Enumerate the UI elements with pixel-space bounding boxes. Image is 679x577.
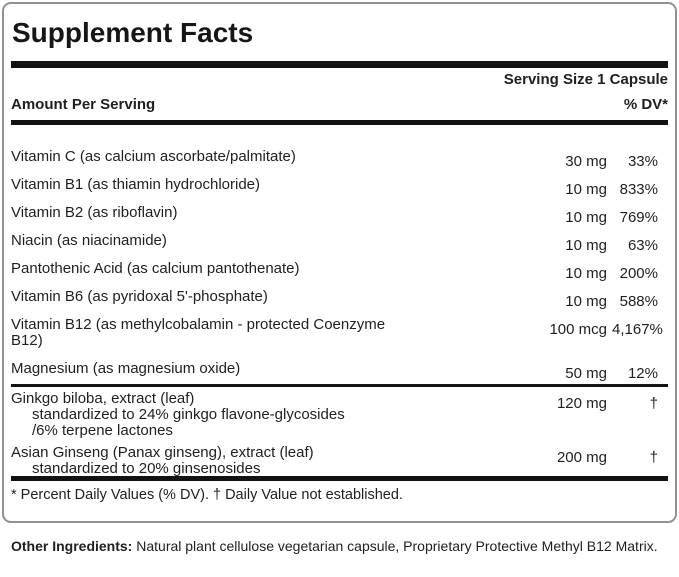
panel-title: Supplement Facts (12, 17, 254, 48)
ingredient-amount: 50 mg (565, 365, 607, 382)
standardization-note: standardized to 24% ginkgo flavone-glyco… (32, 406, 345, 423)
table-row: Vitamin B1 (as thiamin hydrochloride) 10 … (11, 176, 668, 198)
other-ingredients: Other Ingredients: Natural plant cellulo… (11, 534, 669, 558)
other-ingredients-label: Other Ingredients: (11, 538, 133, 554)
ingredient-name: Ginkgo biloba, extract (leaf) (11, 390, 195, 407)
ingredient-amount: 200 mg (556, 449, 607, 466)
percent-dv-header: % DV* (623, 96, 668, 113)
table-row: Vitamin B6 (as pyridoxal 5'-phosphate) 10… (11, 288, 668, 310)
ingredient-amount: 10 mg (565, 237, 607, 254)
ingredient-dv: 63% (627, 237, 658, 254)
ingredient-name: Asian Ginseng (Panax ginseng), extract (… (11, 444, 314, 461)
serving-size: Serving Size 1 Capsule (503, 71, 668, 88)
table-row: Magnesium (as magnesium oxide) 50 mg 12% (11, 360, 668, 382)
ingredient-amount: 10 mg (565, 265, 607, 282)
ingredient-dv: 588% (619, 293, 658, 310)
botanical-group: Asian Ginseng (Panax ginseng), extract (… (11, 445, 668, 477)
ingredient-dv: 33% (627, 153, 658, 170)
column-headers: Amount Per Serving % DV* (11, 96, 668, 114)
standardization-note: /6% terpene lactones (32, 422, 173, 439)
ingredient-name: Vitamin B6 (as pyridoxal 5'-phosphate) (11, 288, 268, 305)
standardization-note: standardized to 20% ginsenosides (32, 460, 261, 477)
footnote: * Percent Daily Values (% DV). † Daily V… (11, 487, 403, 503)
ingredient-amount: 10 mg (565, 181, 607, 198)
ingredient-dv: 769% (619, 209, 658, 226)
ingredient-name: Niacin (as niacinamide) (11, 232, 167, 249)
ingredient-dv: 12% (627, 365, 658, 382)
ingredient-amount: 10 mg (565, 209, 607, 226)
ingredient-dv: 200% (619, 265, 658, 282)
table-row: Niacin (as niacinamide) 10 mg 63% (11, 232, 668, 254)
ingredient-amount: 30 mg (565, 153, 607, 170)
ingredient-name: Vitamin C (as calcium ascorbate/palmitat… (11, 148, 296, 165)
ingredient-amount: 100 mcg (549, 321, 607, 338)
ingredient-amount: 120 mg (556, 395, 607, 412)
supplement-facts-panel: Supplement Facts Serving Size 1 Capsule … (2, 2, 677, 523)
nutrient-table: Vitamin C (as calcium ascorbate/palmitat… (11, 148, 668, 382)
divider-thick-top (11, 61, 668, 68)
ingredient-name: Magnesium (as magnesium oxide) (11, 360, 241, 377)
divider-botanicals (11, 384, 668, 387)
ingredient-name: Vitamin B1 (as thiamin hydrochloride) (11, 176, 261, 193)
table-row: Pantothenic Acid (as calcium pantothenat… (11, 260, 668, 282)
table-row: Ginkgo biloba, extract (leaf) 120 mg † (11, 390, 668, 412)
ingredient-dv: † (649, 449, 658, 466)
other-ingredients-text: Natural plant cellulose vegetarian capsu… (136, 538, 658, 554)
ingredient-dv: † (649, 395, 658, 412)
ingredient-dv: 833% (619, 181, 658, 198)
ingredient-amount: 10 mg (565, 293, 607, 310)
ingredient-name: Vitamin B2 (as riboflavin) (11, 204, 178, 221)
amount-per-serving-header: Amount Per Serving (11, 96, 156, 113)
divider-under-headers (11, 120, 668, 125)
botanical-group: Ginkgo biloba, extract (leaf) 120 mg † stan… (11, 391, 668, 439)
ingredient-name: Vitamin B12 (as methylcobalamin - protec… (11, 316, 386, 349)
botanical-table: Ginkgo biloba, extract (leaf) 120 mg † stan… (11, 391, 668, 477)
table-row: Asian Ginseng (Panax ginseng), extract (… (11, 444, 668, 466)
ingredient-name: Pantothenic Acid (as calcium pantothenat… (11, 260, 300, 277)
table-row: Vitamin C (as calcium ascorbate/palmitat… (11, 148, 668, 170)
table-row: Vitamin B12 (as methylcobalamin - protec… (11, 317, 668, 349)
divider-footnote (11, 476, 668, 481)
table-row: Vitamin B2 (as riboflavin) 10 mg 769% (11, 204, 668, 226)
ingredient-dv: 4,167% (612, 321, 663, 338)
